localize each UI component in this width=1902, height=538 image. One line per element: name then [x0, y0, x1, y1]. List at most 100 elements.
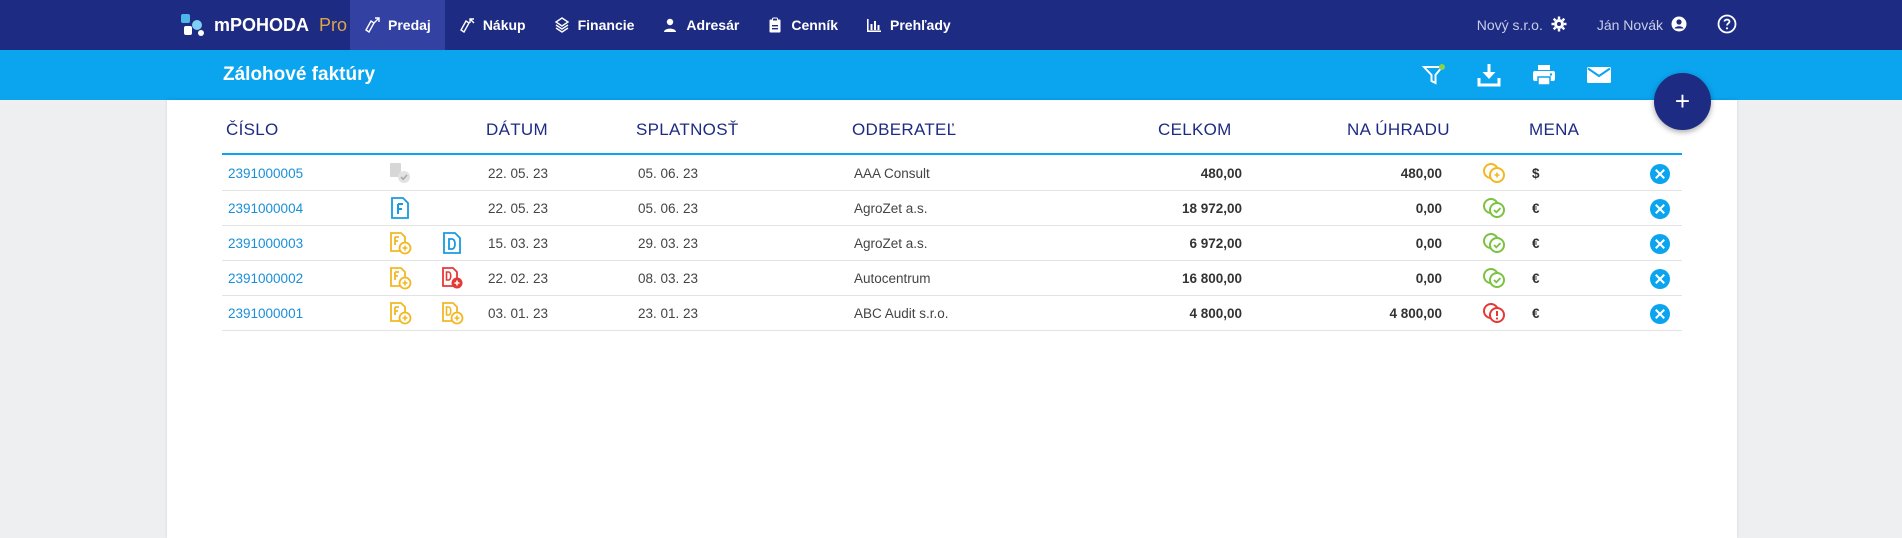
total-cell: 4 800,00 [1189, 306, 1242, 321]
finance-icon [554, 17, 570, 33]
total-cell: 480,00 [1200, 166, 1242, 181]
doc-f-plus-yellow-icon[interactable] [388, 301, 412, 325]
amount-due-cell: 0,00 [1415, 236, 1442, 251]
due-date-cell: 23. 01. 23 [638, 306, 699, 321]
currency-cell: $ [1532, 166, 1540, 181]
column-header-datum[interactable]: DÁTUM [486, 120, 548, 139]
download-icon[interactable] [1476, 62, 1502, 88]
company-name: Nový s.r.o. [1476, 17, 1543, 33]
plus-icon: + [1674, 86, 1691, 116]
nav-item-financie[interactable]: Financie [540, 0, 649, 50]
doc-f-blue-icon[interactable] [388, 196, 412, 220]
user-name: Ján Novák [1596, 17, 1663, 33]
user-menu[interactable]: Ján Novák [1597, 16, 1687, 35]
bar-chart-icon [866, 17, 882, 33]
column-header-splatnost[interactable]: SPLATNOSŤ [636, 120, 739, 139]
delete-row-button[interactable] [1650, 199, 1670, 219]
date-cell: 22. 05. 23 [488, 201, 549, 216]
nav-item-cennik[interactable]: Cenník [753, 0, 852, 50]
filter-icon[interactable] [1421, 62, 1447, 88]
invoice-in-icon [459, 17, 475, 34]
payment-paid-green-icon[interactable] [1482, 196, 1506, 220]
help-icon [1717, 14, 1737, 37]
top-navbar: mPOHODA Pro Predaj Nákup Financie Adre [0, 0, 1902, 50]
table-row[interactable]: 2391000001 03. 01. 23 23. 01. 23 ABC Aud… [222, 296, 1682, 331]
delete-row-button[interactable] [1650, 234, 1670, 254]
nav-label: Financie [577, 17, 635, 33]
payment-paid-green-icon[interactable] [1482, 266, 1506, 290]
help-button[interactable] [1717, 14, 1737, 37]
doc-f-plus-yellow-icon[interactable] [388, 266, 412, 290]
invoice-number-link[interactable]: 2391000001 [228, 306, 304, 321]
page-title: Zálohové faktúry [223, 64, 376, 85]
invoice-number-link[interactable]: 2391000004 [228, 201, 304, 216]
invoice-number-link[interactable]: 2391000002 [228, 271, 304, 286]
due-date-cell: 29. 03. 23 [638, 236, 699, 251]
user-area: Nový s.r.o. Ján Novák [1477, 0, 1902, 50]
column-header-celkom[interactable]: CELKOM [1158, 120, 1232, 139]
nav-label: Prehľady [890, 17, 951, 33]
table-row[interactable]: 2391000004 22. 05. 23 05. 06. 23 AgroZet… [222, 191, 1682, 226]
clipboard-icon [767, 17, 783, 33]
payment-unpaid-yellow-icon[interactable] [1482, 161, 1506, 185]
gear-icon [1551, 16, 1567, 35]
column-header-na-uhradu[interactable]: NA ÚHRADU [1347, 120, 1450, 139]
main-nav: Predaj Nákup Financie Adresár Cenník [350, 0, 965, 50]
nav-item-adresar[interactable]: Adresár [648, 0, 753, 50]
nav-label: Cenník [791, 17, 839, 33]
due-date-cell: 08. 03. 23 [638, 271, 699, 286]
nav-label: Predaj [388, 17, 431, 33]
amount-due-cell: 4 800,00 [1389, 306, 1442, 321]
brand-edition: Pro [319, 14, 348, 35]
doc-d-blue-icon[interactable] [440, 231, 464, 255]
currency-cell: € [1532, 306, 1540, 321]
delete-row-button[interactable] [1650, 304, 1670, 324]
brand[interactable]: mPOHODA Pro [180, 0, 347, 50]
customer-cell: Autocentrum [854, 271, 931, 286]
date-cell: 22. 02. 23 [488, 271, 549, 286]
company-switcher[interactable]: Nový s.r.o. [1477, 16, 1567, 35]
customer-cell: AgroZet a.s. [854, 201, 928, 216]
customer-cell: AAA Consult [854, 166, 930, 181]
amount-due-cell: 480,00 [1400, 166, 1442, 181]
table-row[interactable]: 2391000005 22. 05. 23 05. 06. 23 AAA Con… [222, 156, 1682, 191]
column-header-cislo[interactable]: ČÍSLO [226, 120, 279, 139]
column-header-mena[interactable]: MENA [1529, 120, 1580, 139]
amount-due-cell: 0,00 [1415, 201, 1442, 216]
doc-d-plus-yellow-icon[interactable] [440, 301, 464, 325]
payment-paid-green-icon[interactable] [1482, 231, 1506, 255]
doc-f-plus-yellow-icon[interactable] [388, 231, 412, 255]
date-cell: 03. 01. 23 [488, 306, 549, 321]
column-header-odberatel[interactable]: ODBERATEĽ [852, 120, 957, 139]
nav-item-predaj[interactable]: Predaj [350, 0, 445, 50]
mail-icon[interactable] [1586, 62, 1612, 88]
due-date-cell: 05. 06. 23 [638, 201, 699, 216]
total-cell: 16 800,00 [1181, 271, 1242, 286]
content-panel [167, 100, 1737, 538]
person-icon [662, 17, 678, 33]
doc-pending-gray-icon[interactable] [388, 161, 412, 185]
nav-item-nakup[interactable]: Nákup [445, 0, 540, 50]
currency-cell: € [1532, 201, 1540, 216]
date-cell: 15. 03. 23 [488, 236, 549, 251]
doc-d-plus-red-icon[interactable] [440, 266, 464, 290]
total-cell: 6 972,00 [1189, 236, 1242, 251]
invoice-number-link[interactable]: 2391000003 [228, 236, 304, 251]
brand-name: mPOHODA [214, 14, 310, 35]
nav-item-prehlady[interactable]: Prehľady [852, 0, 965, 50]
due-date-cell: 05. 06. 23 [638, 166, 699, 181]
table-header: ČÍSLO DÁTUM SPLATNOSŤ ODBERATEĽ CELKOM N… [222, 100, 1682, 155]
delete-row-button[interactable] [1650, 269, 1670, 289]
currency-cell: € [1532, 236, 1540, 251]
invoice-out-icon [364, 17, 380, 34]
invoice-number-link[interactable]: 2391000005 [228, 166, 304, 181]
nav-label: Adresár [686, 17, 740, 33]
print-icon[interactable] [1531, 62, 1557, 88]
delete-row-button[interactable] [1650, 164, 1670, 184]
payment-overdue-red-icon[interactable] [1482, 301, 1506, 325]
date-cell: 22. 05. 23 [488, 166, 549, 181]
table-row[interactable]: 2391000003 15. 03. 23 29. 03. 23 AgroZet… [222, 226, 1682, 261]
table-row[interactable]: 2391000002 22. 02. 23 08. 03. 23 Autocen… [222, 261, 1682, 296]
add-invoice-button[interactable]: + [1654, 73, 1711, 130]
pohoda-logo-icon [180, 13, 206, 37]
